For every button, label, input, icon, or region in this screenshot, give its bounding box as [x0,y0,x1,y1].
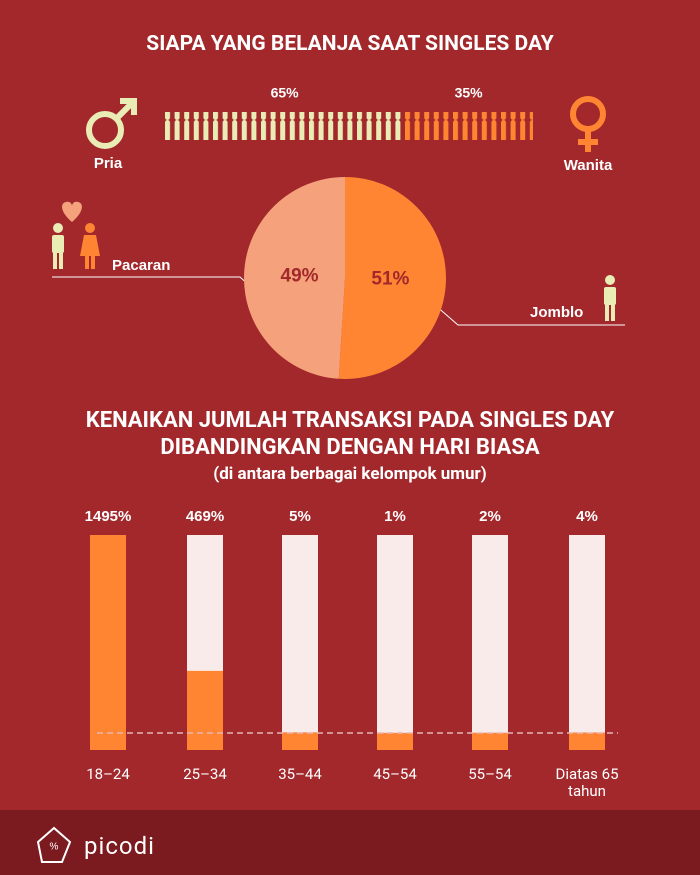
value-label: 2% [479,508,501,525]
value-label: 1% [384,508,406,525]
value-label: 4% [576,508,598,525]
brand: picodi [84,832,155,860]
value-label: 49% [281,266,319,287]
bar [187,670,223,750]
x-tick-label: 35–44 [278,765,322,783]
split-segment [404,112,533,140]
value-label: 35% [455,85,484,101]
value-label: 5% [289,508,311,525]
bar-track [472,535,508,750]
value-label: 51% [371,268,409,289]
pie-slice [338,177,447,379]
x-tick-label: Diatas 65 tahun [555,765,619,800]
bar [569,732,605,750]
value-label: 1495% [85,508,132,525]
logo-icon: % [36,826,72,863]
leader-line [434,304,625,326]
female-icon [570,96,606,152]
category-label: Pacaran [112,257,170,274]
bar [377,732,413,750]
male-icon [86,98,137,149]
value-label: 469% [186,508,224,525]
bar-track [282,535,318,750]
title: SIAPA YANG BELANJA SAAT SINGLES DAY [146,32,554,56]
couple-icon [52,201,100,269]
x-tick-label: 55–54 [468,765,512,783]
footer-band [0,810,700,875]
pie-slice [244,177,345,379]
x-tick-label: 18–24 [86,765,130,783]
bar [282,732,318,750]
subtitle: (di antara berbagai kelompok umur) [213,464,487,484]
category-label: Jomblo [530,304,583,321]
x-tick-label: 25–34 [183,765,227,783]
leader-line [52,276,263,298]
svg-text:%: % [50,842,59,853]
value-label: 65% [271,85,300,101]
bar-track [569,535,605,750]
category-label: Pria [94,155,123,172]
category-label: Wanita [564,157,613,174]
bar [472,732,508,750]
single-icon [604,275,616,321]
x-tick-label: 45–54 [373,765,417,783]
split-segment [165,112,405,140]
bar [90,535,126,750]
title: KENAIKAN JUMLAH TRANSAKSI PADA SINGLES D… [85,408,615,460]
bar-track [377,535,413,750]
